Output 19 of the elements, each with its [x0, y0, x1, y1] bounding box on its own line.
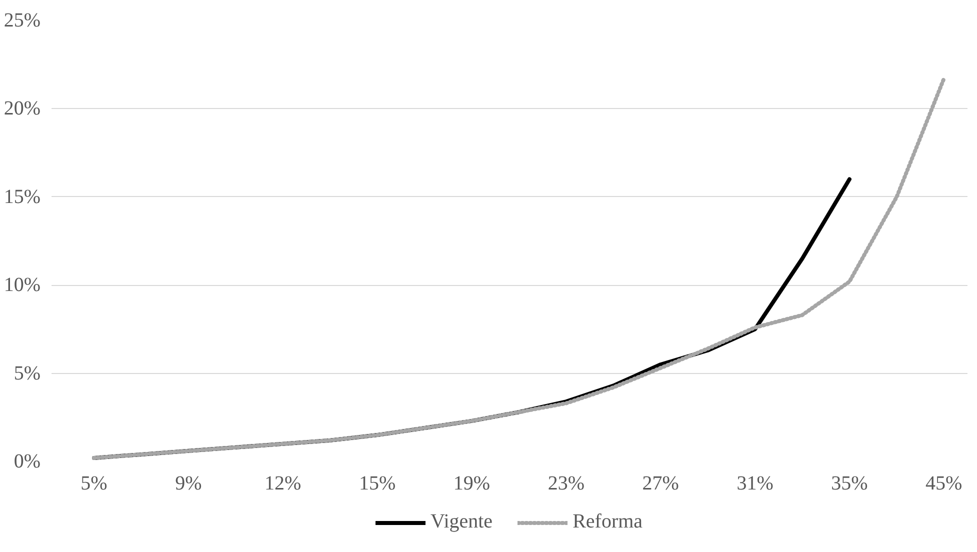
y-tick-label: 25% — [4, 10, 41, 32]
y-tick-label: 0% — [14, 450, 41, 472]
line-series — [92, 76, 946, 460]
x-tick-label: 27% — [642, 472, 679, 494]
y-tick-label: 15% — [4, 186, 41, 208]
legend-label: Reforma — [572, 510, 643, 534]
x-tick-label: 35% — [831, 472, 868, 494]
x-tick-label: 9% — [175, 472, 202, 494]
x-tick-label: 45% — [926, 472, 962, 494]
y-tick-label: 10% — [4, 274, 41, 296]
x-tick-label: 12% — [264, 472, 302, 494]
x-tick-label: 5% — [80, 472, 108, 494]
legend-label: Vigente — [430, 510, 493, 534]
x-tick-label: 23% — [548, 472, 584, 494]
x-tick-label: 19% — [453, 472, 490, 494]
y-tick-label: 20% — [4, 98, 41, 120]
y-tick-label: 5% — [14, 362, 41, 384]
x-tick-label: 31% — [736, 472, 774, 494]
x-tick-label: 15% — [358, 472, 396, 494]
